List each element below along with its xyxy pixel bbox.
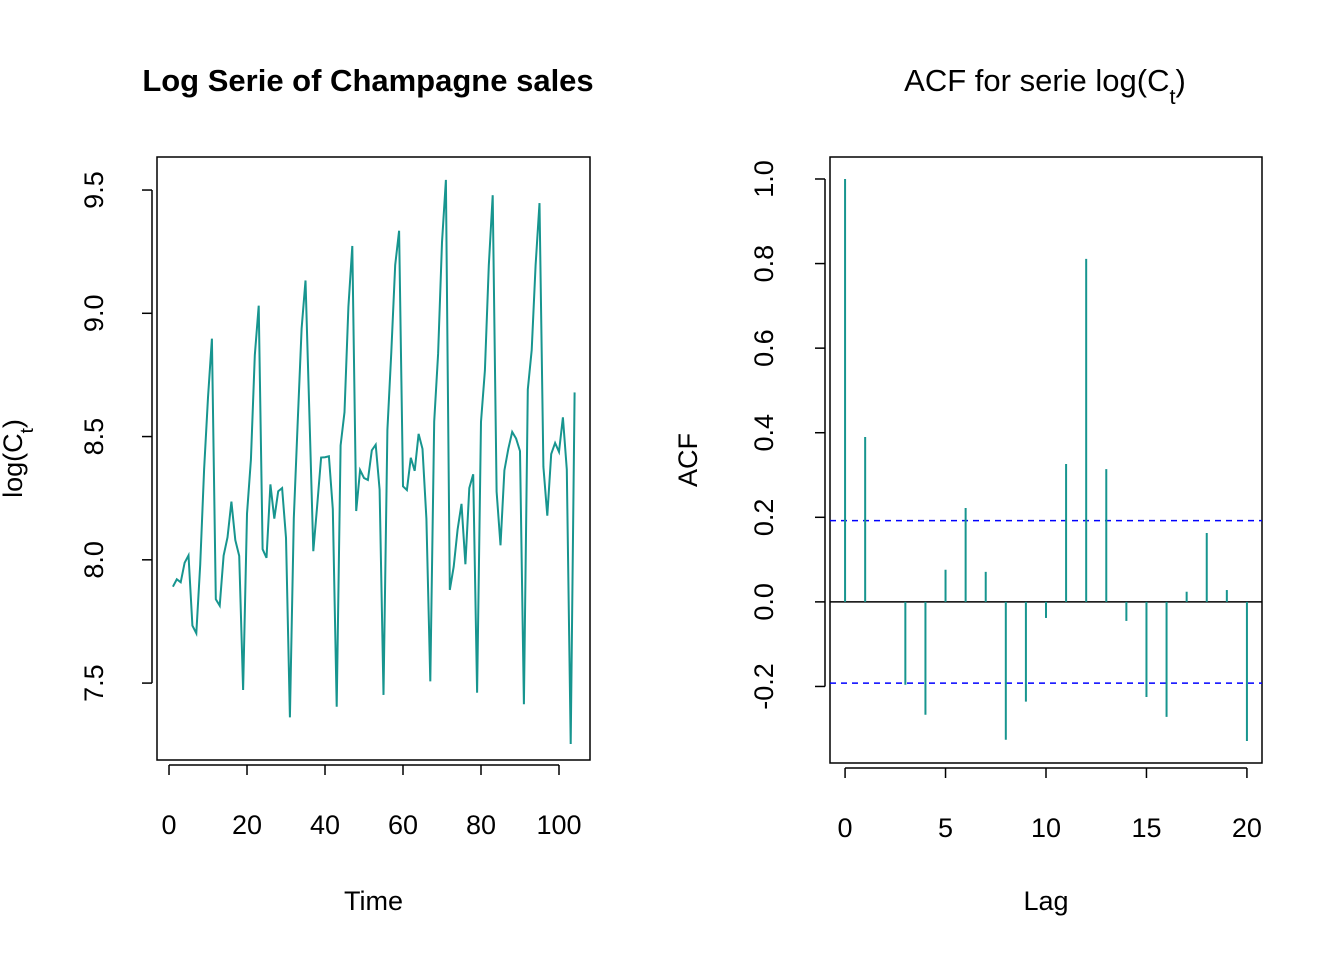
x-tick-label: 60 (388, 810, 418, 840)
y-tick-label: 0.8 (749, 245, 779, 283)
y-tick-label: 8.0 (79, 541, 109, 579)
y-tick-label: 9.5 (79, 171, 109, 209)
plot-frame (829, 156, 1263, 764)
x-tick-label: 0 (161, 810, 176, 840)
y-tick-label: 9.0 (79, 295, 109, 333)
y-tick-label: -0.2 (749, 663, 779, 710)
y-tick-label: 8.5 (79, 418, 109, 456)
x-tick-label: 0 (838, 813, 853, 843)
chart-title-sub: t (1169, 84, 1175, 109)
plot-frame (156, 156, 591, 761)
chart-title: ACF for serie log(Ct) (904, 63, 1186, 109)
chart-title-part: ACF for serie log(C (904, 63, 1169, 98)
x-tick-label: 10 (1031, 813, 1061, 843)
y-tick-label: 0.4 (749, 414, 779, 452)
x-tick-label: 20 (1232, 813, 1262, 843)
x-tick-label: 80 (466, 810, 496, 840)
x-tick-label: 40 (310, 810, 340, 840)
y-tick-label: 0.2 (749, 499, 779, 537)
y-axis-title-part: ) (0, 419, 28, 428)
x-axis-title: Lag (1023, 886, 1068, 916)
x-tick-label: 100 (536, 810, 581, 840)
x-tick-label: 5 (938, 813, 953, 843)
y-axis-title-part: log(C (0, 433, 28, 498)
y-tick-label: 0.6 (749, 329, 779, 367)
chart-title: Log Serie of Champagne sales (142, 63, 593, 98)
y-tick-label: 7.5 (79, 664, 109, 702)
series-line (172, 179, 576, 744)
y-axis-title: log(Ct) (0, 419, 38, 498)
chart-title-part: ) (1176, 63, 1186, 98)
y-axis-title: ACF (673, 433, 703, 487)
y-tick-label: 1.0 (749, 160, 779, 198)
x-axis-title: Time (344, 886, 403, 916)
x-tick-label: 20 (232, 810, 262, 840)
y-tick-label: 0.0 (749, 583, 779, 621)
x-tick-label: 15 (1131, 813, 1161, 843)
y-axis-title-sub: t (17, 427, 38, 433)
